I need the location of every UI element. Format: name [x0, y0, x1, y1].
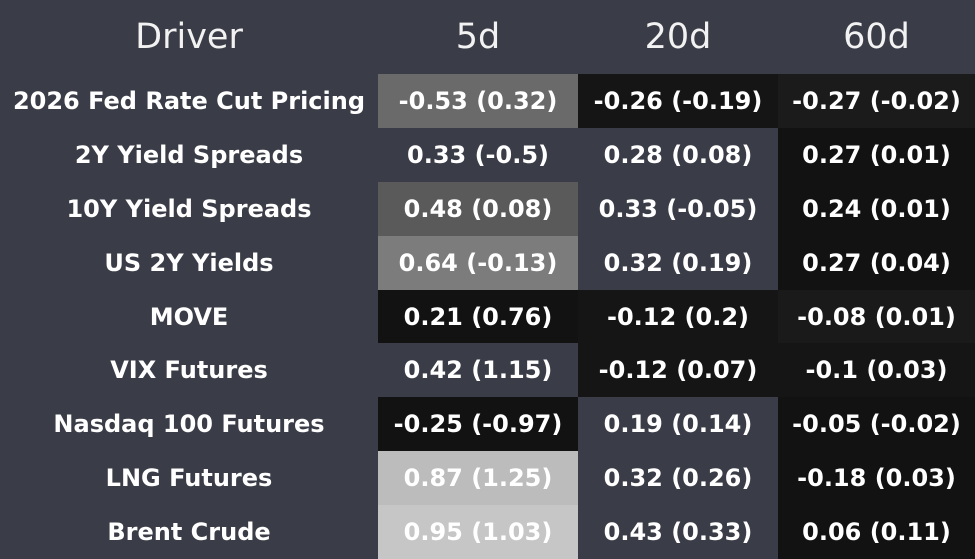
table-row: Brent Crude 0.95 (1.03) 0.43 (0.33) 0.06 (0…	[0, 505, 975, 559]
column-header: 5d	[455, 17, 501, 57]
driver-name: 2Y Yield Spreads	[74, 140, 304, 169]
correlation-cell: 0.21 (0.76)	[378, 289, 578, 344]
correlation-cell: 0.06 (0.11)	[778, 505, 975, 559]
correlation-cell: -0.26 (-0.19)	[578, 74, 778, 128]
driver-name: 2026 Fed Rate Cut Pricing	[12, 86, 366, 115]
driver-name: VIX Futures	[110, 356, 268, 385]
driver-name: Brent Crude	[107, 518, 271, 547]
correlation-cell: 0.42 (1.15)	[403, 356, 553, 385]
correlation-cell: 0.32 (0.26)	[603, 464, 753, 493]
column-header: 60d	[843, 17, 910, 57]
correlation-cell: 0.33 (-0.05)	[598, 194, 758, 223]
table-row: Nasdaq 100 Futures -0.25 (-0.97) 0.19 (0.1…	[0, 397, 975, 452]
correlation-cell: 0.27 (0.01)	[778, 127, 975, 182]
table-row: 2Y Yield Spreads 0.33 (-0.5) 0.28 (0.08) 0.…	[0, 127, 975, 182]
correlation-cell: -0.53 (0.32)	[378, 74, 578, 128]
header-row: Driver 5d 20d 60d	[0, 0, 975, 74]
correlation-cell: 0.95 (1.03)	[378, 505, 578, 559]
table-body: 2026 Fed Rate Cut Pricing -0.53 (0.32) -0.…	[0, 74, 975, 559]
correlation-cell: -0.1 (0.03)	[778, 343, 975, 398]
correlation-cell: 0.43 (0.33)	[603, 518, 753, 547]
table-row: US 2Y Yields 0.64 (-0.13) 0.32 (0.19) 0.27 …	[0, 235, 975, 290]
driver-name: MOVE	[149, 302, 229, 331]
table-row: 2026 Fed Rate Cut Pricing -0.53 (0.32) -0.…	[0, 74, 975, 128]
driver-name: US 2Y Yields	[104, 248, 274, 277]
correlation-cell: -0.05 (-0.02)	[778, 397, 975, 452]
correlation-cell: 0.24 (0.01)	[778, 181, 975, 236]
correlation-cell: 0.87 (1.25)	[378, 451, 578, 506]
correlation-cell: -0.08 (0.01)	[778, 289, 975, 344]
driver-name: Nasdaq 100 Futures	[53, 410, 325, 439]
correlation-cell: 0.48 (0.08)	[378, 181, 578, 236]
correlation-cell: 0.28 (0.08)	[603, 140, 753, 169]
correlation-cell: 0.64 (-0.13)	[378, 235, 578, 290]
correlation-cell: 0.33 (-0.5)	[407, 140, 549, 169]
driver-name: 10Y Yield Spreads	[66, 194, 312, 223]
column-header: 20d	[644, 17, 712, 57]
correlation-cell: 0.19 (0.14)	[603, 410, 753, 439]
table-row: VIX Futures 0.42 (1.15) -0.12 (0.07) -0.1 (…	[0, 343, 975, 398]
column-header: Driver	[135, 17, 243, 57]
correlation-cell: -0.27 (-0.02)	[778, 74, 975, 128]
table-row: 10Y Yield Spreads 0.48 (0.08) 0.33 (-0.05)…	[0, 181, 975, 236]
correlation-cell: -0.18 (0.03)	[778, 451, 975, 506]
correlation-cell: -0.12 (0.07)	[578, 343, 778, 398]
correlation-cell: 0.27 (0.04)	[778, 235, 975, 290]
correlation-cell: -0.25 (-0.97)	[378, 397, 578, 452]
driver-name: LNG Futures	[105, 464, 273, 493]
table-row: LNG Futures 0.87 (1.25) 0.32 (0.26) -0.18 (…	[0, 451, 975, 506]
table-row: MOVE 0.21 (0.76) -0.12 (0.2) -0.08 (0.01)	[0, 289, 975, 344]
correlation-cell: 0.32 (0.19)	[603, 248, 753, 277]
correlation-cell: -0.12 (0.2)	[578, 289, 778, 344]
